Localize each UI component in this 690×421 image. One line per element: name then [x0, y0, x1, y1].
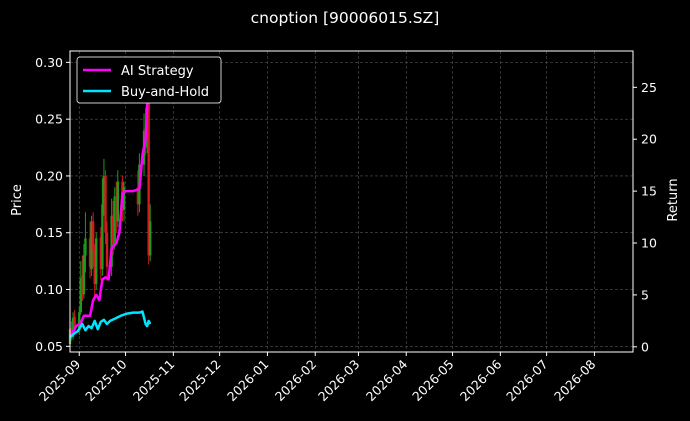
candle-body [81, 275, 84, 296]
legend-label-ai-strategy: AI Strategy [121, 64, 194, 79]
y-left-tick-label: 0.05 [35, 339, 63, 354]
y-axis-right-title: Return [666, 178, 681, 221]
legend-label-buy-and-hold: Buy-and-Hold [121, 85, 209, 100]
y-axis-left: 0.05 0.10 0.15 0.20 0.25 0.30 [35, 55, 70, 354]
chart-title: cnoption [90006015.SZ] [251, 9, 440, 27]
y-right-tick-label: 20 [641, 132, 657, 147]
candle-body [136, 187, 140, 205]
y-left-tick-label: 0.15 [35, 225, 63, 240]
candle-body [111, 215, 115, 245]
candle-body [78, 312, 81, 331]
buy-and-hold-line [69, 310, 152, 339]
candle-body [149, 221, 152, 256]
candle-body [104, 175, 107, 233]
candle-body [73, 316, 76, 331]
candle-body [105, 232, 109, 267]
candle-body [84, 238, 87, 256]
candle-body [79, 278, 82, 313]
candle-body [115, 196, 118, 222]
y-right-tick-label: 5 [641, 287, 649, 302]
candle-body [71, 317, 75, 338]
candle-body [110, 215, 113, 267]
y-axis-right: 0 5 10 15 20 25 [633, 80, 657, 354]
candle-body [147, 96, 150, 256]
candle-body [93, 249, 96, 284]
y-left-tick-label: 0.25 [35, 112, 63, 127]
series-lines [68, 76, 152, 339]
y-left-tick-label: 0.10 [35, 282, 63, 297]
candle-body [101, 204, 104, 270]
candles [68, 68, 152, 347]
candle-body [88, 238, 92, 267]
candle-body [90, 221, 93, 270]
candle-body [99, 237, 103, 270]
candle-body [102, 175, 106, 205]
y-axis-left-title: Price [10, 184, 25, 216]
candle-body [91, 221, 95, 250]
y-left-tick-label: 0.30 [35, 55, 63, 70]
y-right-tick-label: 0 [641, 339, 649, 354]
candle-body [116, 181, 120, 222]
y-left-tick-label: 0.20 [35, 168, 63, 183]
candle-body [122, 187, 126, 211]
y-right-tick-label: 15 [641, 184, 657, 199]
ai-strategy-line [68, 76, 150, 339]
legend-box [76, 56, 222, 104]
candle-body [95, 238, 98, 284]
y-right-tick-label: 10 [641, 236, 657, 251]
candle-body [82, 255, 86, 295]
plot-frame [69, 50, 634, 353]
candle-body [113, 196, 116, 245]
legend: AI Strategy Buy-and-Hold [76, 56, 222, 104]
y-right-tick-label: 25 [641, 80, 657, 95]
